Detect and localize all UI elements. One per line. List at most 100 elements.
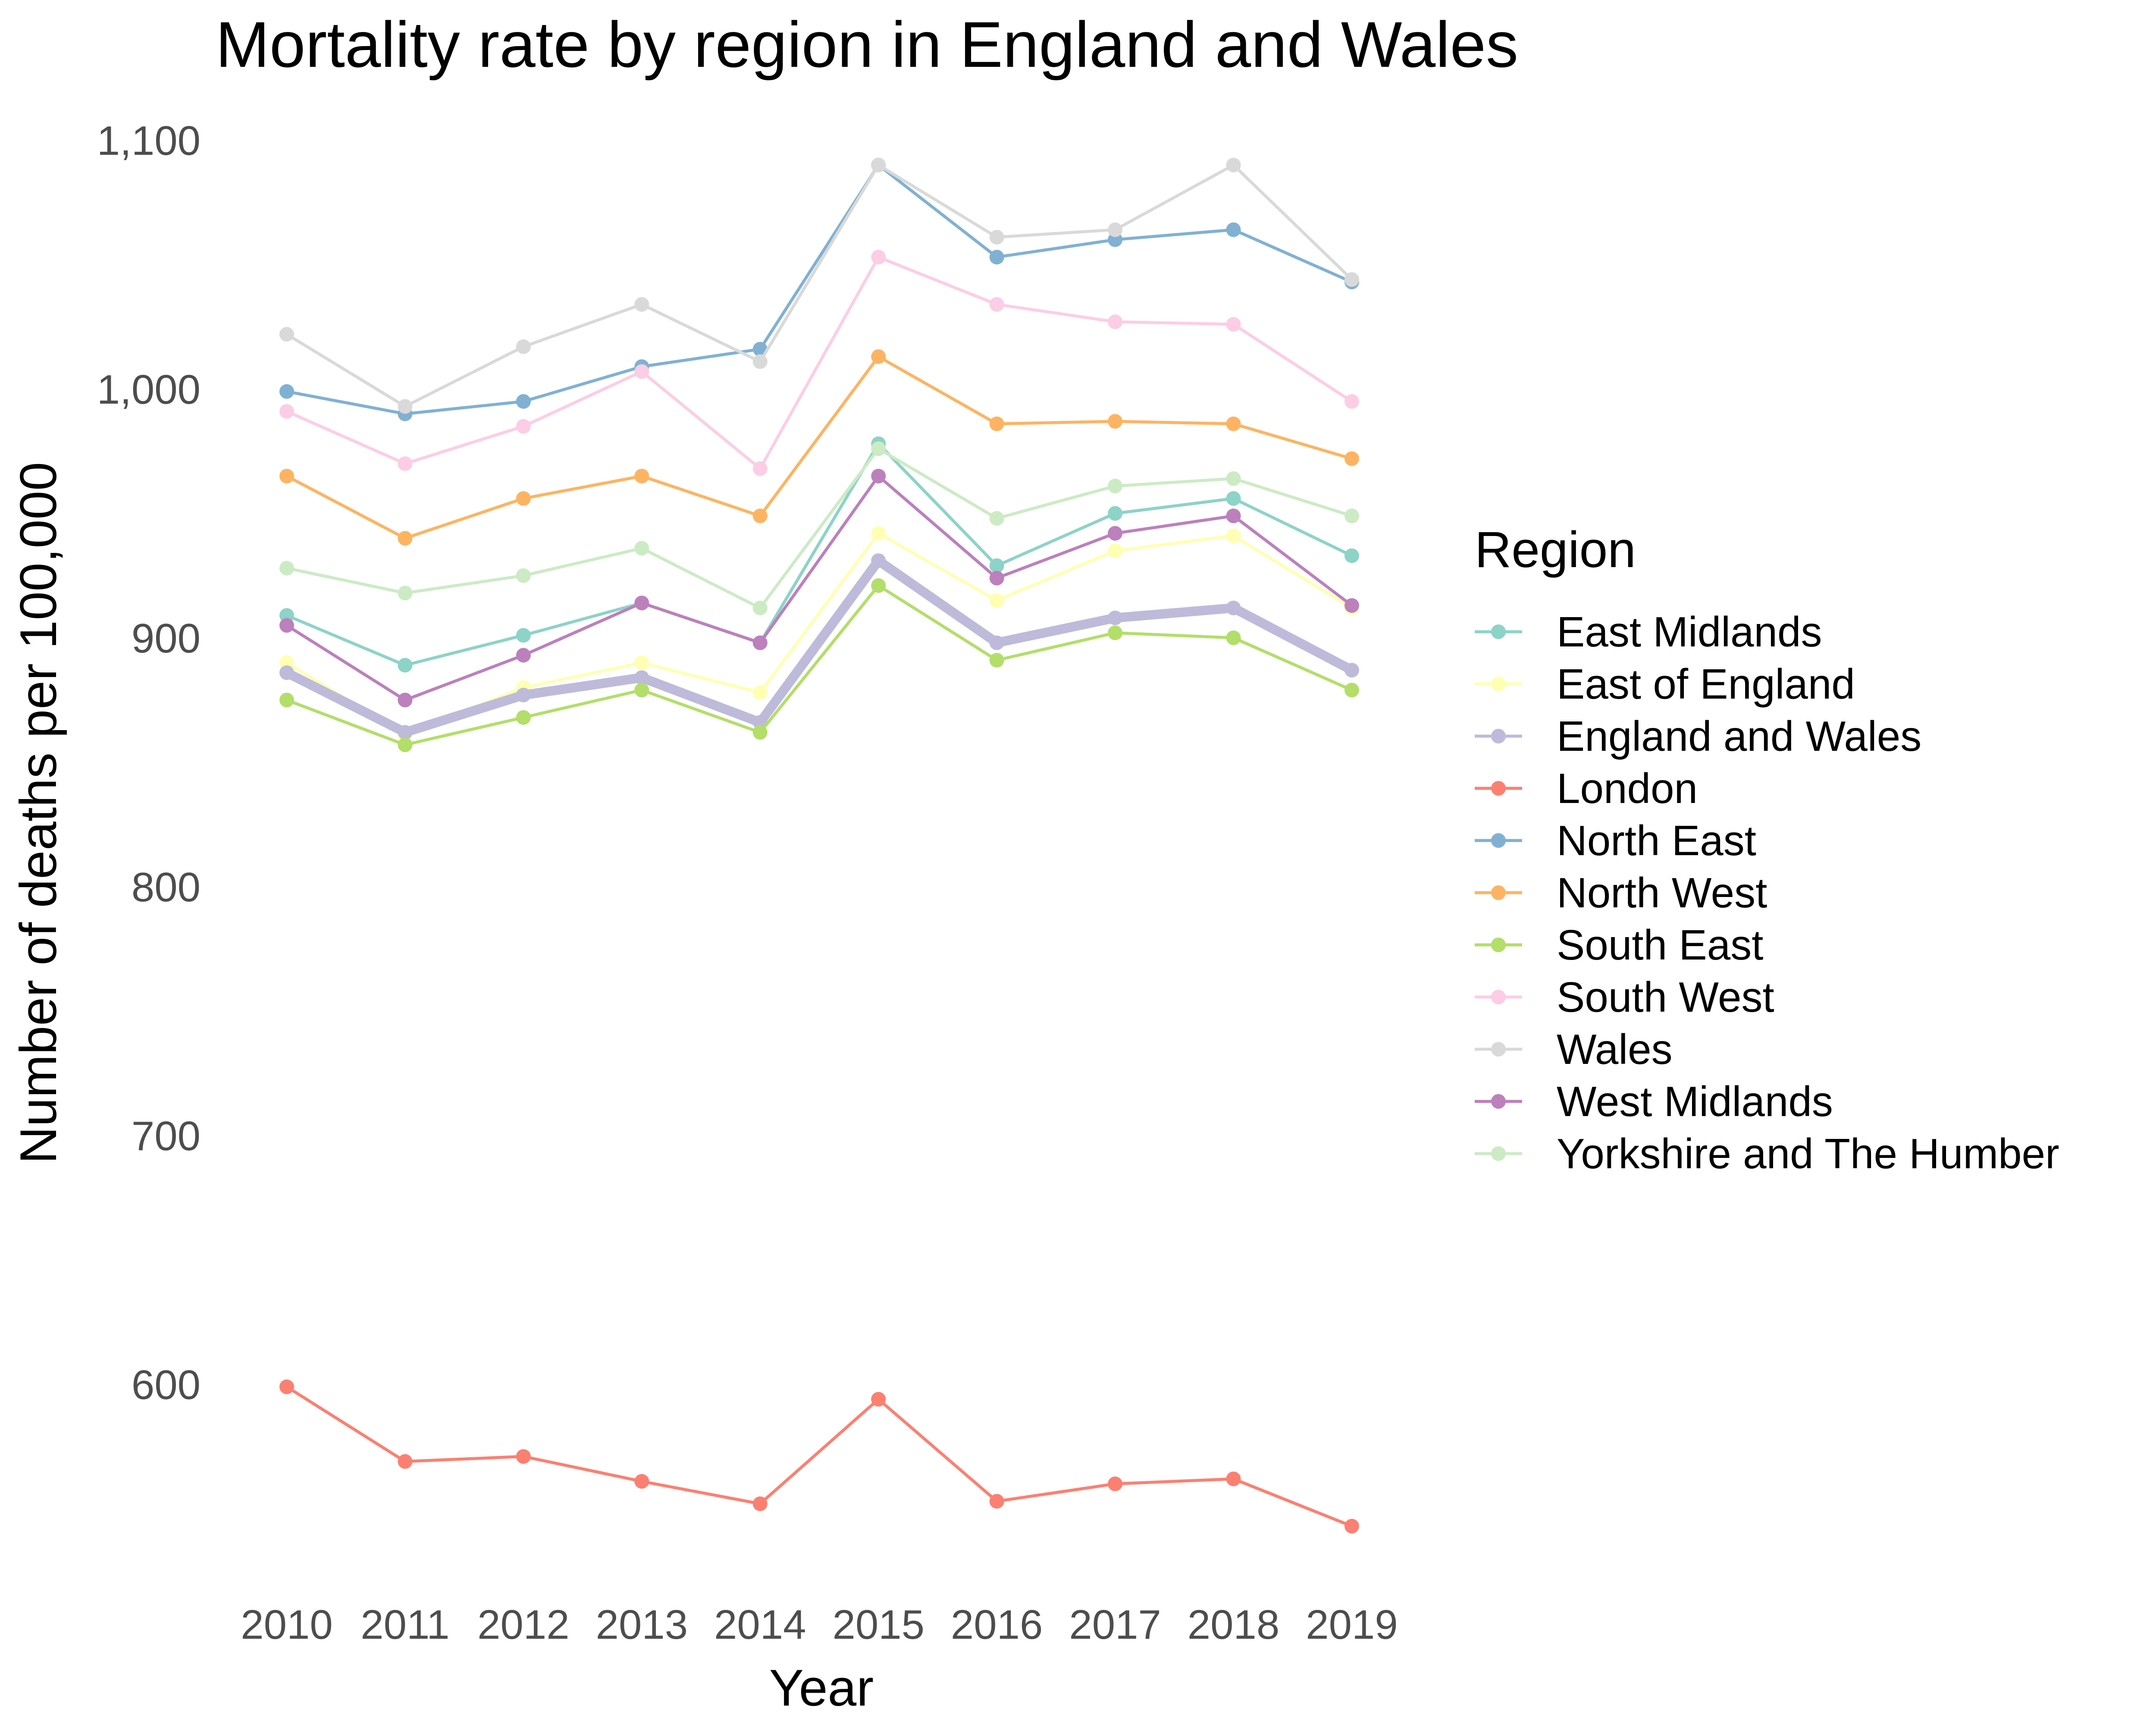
data-point [1108,314,1123,329]
legend-item: West Midlands [1475,1078,1833,1125]
series-west-midlands [279,468,1359,708]
legend-key-point [1491,677,1506,691]
legend-label: North West [1557,869,1767,916]
legend-key-point [1491,885,1506,900]
series-yorkshire-and-the-humber [279,441,1359,615]
x-axis-title: Year [769,1659,874,1717]
legend-label: Wales [1557,1026,1673,1073]
data-point [871,1392,886,1407]
data-point [516,648,531,663]
data-point [871,349,886,364]
data-point [516,1449,531,1464]
data-point [989,297,1004,312]
data-point [752,461,768,476]
data-point [398,725,413,740]
legend-item: South West [1475,973,1774,1021]
series-line [285,355,1354,540]
data-point [871,468,886,483]
data-point [1344,451,1359,466]
data-point [398,399,413,414]
y-tick-label: 600 [132,1362,201,1408]
data-point [989,652,1004,668]
data-point [634,297,649,312]
legend-key-point [1491,781,1506,796]
data-point [752,354,768,369]
data-point [1108,543,1123,558]
legend-label: East of England [1557,660,1855,708]
legend-item: South East [1475,921,1763,969]
data-point [634,468,649,483]
legend-item: London [1475,765,1698,812]
series-wales [279,157,1359,414]
data-point [398,586,413,601]
series-line [285,163,1354,408]
data-point [871,553,886,568]
series-line [282,556,1357,737]
series-south-east [279,578,1359,753]
data-point [1344,548,1359,563]
data-point [279,1379,294,1394]
data-point [1226,491,1241,506]
data-point [279,693,294,708]
data-point [989,593,1004,608]
series-east-midlands [279,436,1359,673]
legend-item: East Midlands [1475,608,1822,656]
legend-key-point [1491,1094,1506,1109]
y-tick-label: 900 [132,615,201,662]
data-point [398,693,413,708]
y-tick-label: 1,000 [97,367,201,413]
series-line [285,584,1354,746]
legend-key-point [1491,1146,1506,1161]
data-point [634,655,649,670]
x-axis-ticks: 2010 2011 2012 2013 2014 2015 2016 2017 2018 2019 [241,1602,1398,1648]
data-point [1344,598,1359,613]
data-point [634,596,649,611]
x-tick-label: 2018 [1188,1602,1280,1648]
data-point [1108,479,1123,494]
data-point [989,558,1004,573]
data-point [516,687,531,703]
legend-title: Region [1475,521,1636,578]
legend-item: Yorkshire and The Humber [1475,1130,2059,1177]
legend-label: West Midlands [1557,1078,1833,1125]
series-england-and-wales [279,553,1359,740]
data-point [398,1454,413,1469]
data-point [1344,272,1359,287]
data-point [398,456,413,471]
data-point [1226,157,1241,172]
legend-item: England and Wales [1475,712,1921,760]
legend-item: North West [1475,869,1767,916]
data-point [1108,610,1123,625]
y-tick-label: 800 [132,864,201,910]
data-point [989,635,1004,650]
x-tick-label: 2011 [360,1602,449,1648]
data-point [1226,528,1241,543]
legend-label: Yorkshire and The Humber [1557,1130,2059,1177]
x-tick-label: 2013 [596,1602,688,1648]
data-point [1108,625,1123,640]
legend-item: East of England [1475,660,1855,708]
data-point [1226,416,1241,431]
data-point [989,416,1004,431]
series-line [285,163,1354,416]
data-point [989,511,1004,526]
data-point [1108,222,1123,237]
data-point [1108,1476,1123,1491]
series-line [285,255,1354,470]
legend-key-point [1491,990,1506,1004]
x-tick-label: 2017 [1069,1602,1161,1648]
data-point [516,419,531,434]
data-point [1344,394,1359,409]
data-point [752,725,768,740]
data-point [989,1494,1004,1509]
data-point [871,250,886,265]
data-point [279,327,294,342]
x-tick-label: 2016 [951,1602,1043,1648]
data-point [634,541,649,556]
data-point [989,230,1004,245]
legend-label: North East [1557,817,1756,864]
x-tick-label: 2019 [1306,1602,1398,1648]
y-tick-label: 700 [132,1113,201,1159]
data-point [871,526,886,541]
